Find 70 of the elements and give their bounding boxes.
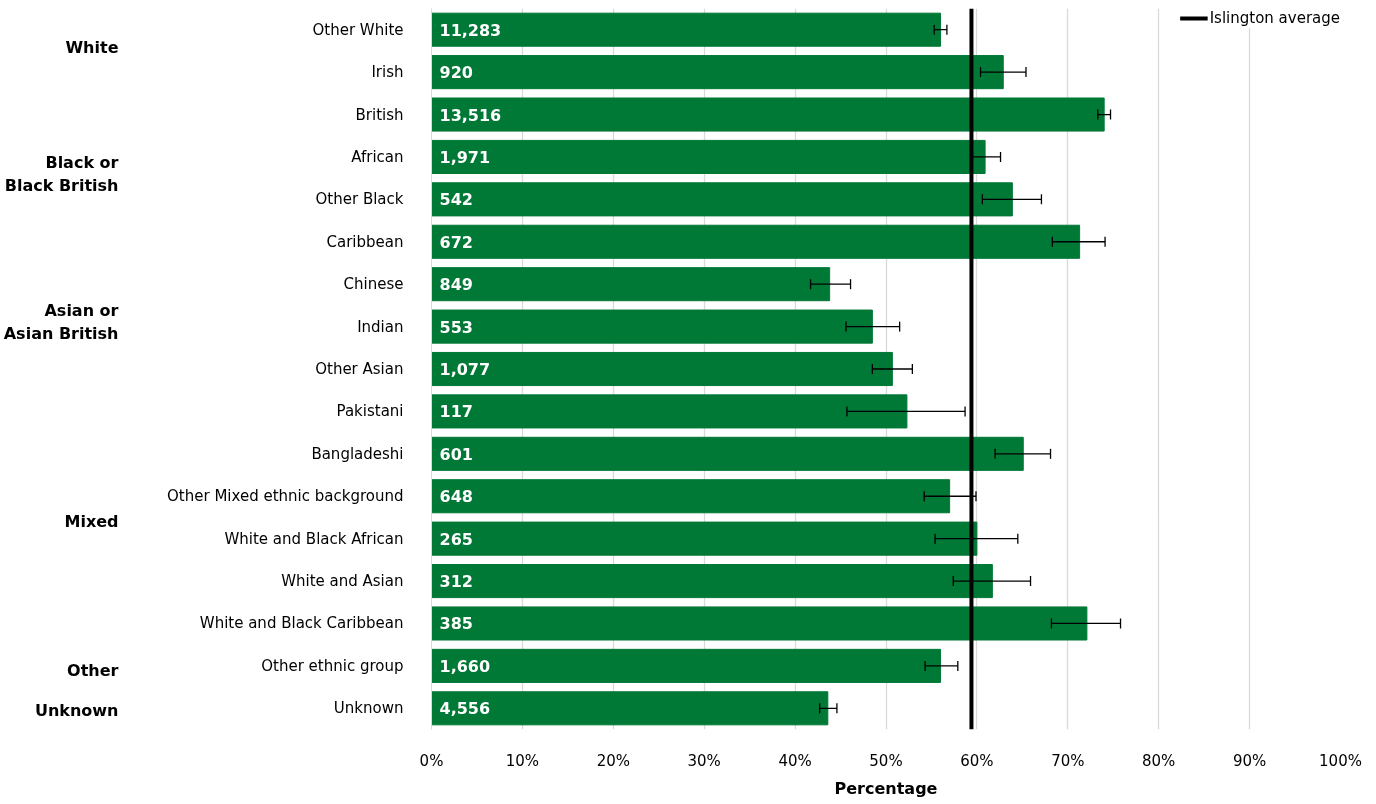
bar	[431, 521, 978, 556]
y-tick-label: Bangladeshi	[311, 444, 404, 463]
y-tick-label: White and Black African	[224, 529, 404, 548]
bar	[431, 267, 831, 302]
x-tick-label: 0%	[419, 751, 444, 770]
x-tick-label: 10%	[505, 751, 540, 770]
y-tick-label: Pakistani	[336, 402, 404, 421]
annotation: 849	[439, 275, 473, 295]
annotation: 542	[439, 190, 473, 210]
x-tick-label: 20%	[596, 751, 630, 770]
annotation: 1,971	[439, 147, 491, 167]
y-tick-label: Indian	[357, 317, 404, 336]
bar	[431, 564, 993, 599]
x-tick-label: 100%	[1319, 751, 1362, 770]
x-tick-label: 50%	[869, 751, 903, 770]
bar	[431, 648, 942, 683]
y-tick-label: African	[351, 147, 404, 166]
y-tick-label: Other ethnic group	[261, 656, 404, 675]
x-tick-label: 80%	[1142, 751, 1176, 770]
y-tick-label: Other White	[312, 20, 404, 39]
ref-line-label: Islington average	[1209, 9, 1340, 27]
x-tick-label: 70%	[1051, 751, 1085, 770]
text: White	[65, 38, 119, 58]
y-tick-label: White and Asian	[281, 572, 404, 591]
x-tick-label: 60%	[960, 751, 994, 770]
annotation: 553	[439, 317, 473, 337]
y-tick-label: Chinese	[343, 275, 404, 294]
text: Black or Black British	[4, 153, 119, 195]
annotation: 648	[439, 487, 473, 507]
y-tick-label: Caribbean	[326, 232, 404, 251]
bar	[431, 97, 1105, 132]
bar	[431, 479, 951, 514]
annotation: 1,077	[439, 360, 491, 379]
x-axis-title: Percentage	[834, 778, 938, 798]
text: Unknown	[34, 700, 119, 720]
text: Asian or Asian British	[3, 301, 119, 344]
annotation: 11,283	[439, 20, 502, 40]
y-tick-label: British	[355, 105, 404, 124]
y-tick-label: Unknown	[333, 699, 404, 718]
y-tick-label: White and Black Caribbean	[199, 614, 404, 633]
annotation: 920	[439, 63, 473, 83]
annotation: 265	[439, 529, 473, 549]
x-tick-label: 30%	[687, 751, 721, 770]
annotation: 385	[439, 614, 473, 634]
bar	[431, 309, 873, 344]
annotation: 13,516	[439, 105, 502, 125]
annotation: 1,660	[439, 656, 491, 676]
x-tick-label: 90%	[1232, 751, 1267, 770]
annotation: 601	[439, 444, 473, 464]
bar	[431, 691, 829, 726]
bar	[431, 55, 1004, 90]
annotation: 672	[439, 232, 473, 252]
x-tick-label: 40%	[778, 751, 812, 770]
bar	[431, 394, 908, 429]
bar	[431, 224, 1081, 259]
bar	[431, 12, 942, 47]
y-tick-label: Irish	[371, 63, 404, 82]
annotation: 312	[439, 572, 473, 592]
y-tick-label: Other Mixed ethnic background	[167, 487, 404, 506]
text: Other	[67, 660, 119, 680]
annotation: 117	[439, 402, 473, 422]
bar	[431, 182, 1013, 217]
annotation: 4,556	[439, 699, 491, 719]
bar	[431, 139, 986, 174]
bar	[431, 436, 1024, 471]
bar	[431, 606, 1088, 641]
text: Mixed	[64, 512, 119, 532]
bar	[431, 351, 893, 387]
y-tick-label: Other Black	[315, 190, 404, 209]
y-tick-label: Other Asian	[315, 360, 404, 378]
